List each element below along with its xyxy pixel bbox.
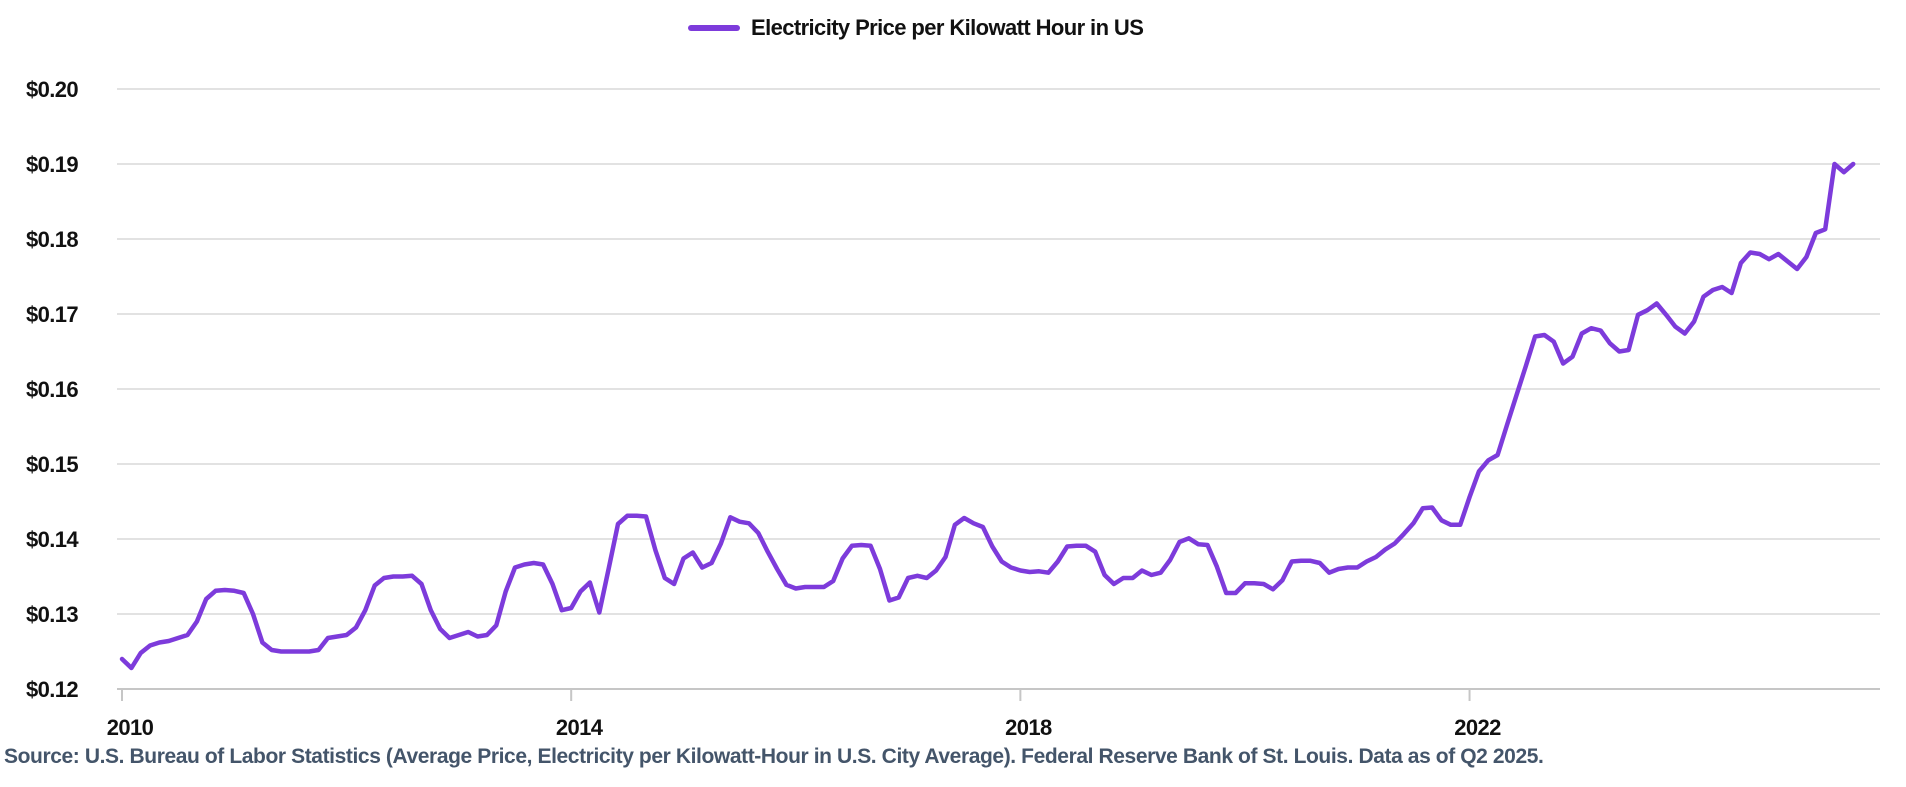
x-tick-label: 2010 <box>107 715 154 740</box>
y-tick-label: $0.16 <box>26 377 78 402</box>
y-tick-label: $0.15 <box>26 452 78 477</box>
y-tick-label: $0.12 <box>26 677 78 702</box>
y-tick-label: $0.19 <box>26 152 78 177</box>
x-tick-label: 2014 <box>556 715 604 740</box>
x-tick-label: 2022 <box>1454 715 1501 740</box>
x-tick-label: 2018 <box>1005 715 1052 740</box>
legend-label: Electricity Price per Kilowatt Hour in U… <box>751 15 1144 40</box>
y-tick-label: $0.13 <box>26 602 78 627</box>
x-axis <box>117 688 1880 701</box>
y-tick-label: $0.20 <box>26 77 78 102</box>
y-axis-labels: $0.12 $0.13 $0.14 $0.15 $0.16 $0.17 $0.18 $0.19… <box>26 77 80 702</box>
y-tick-label: $0.17 <box>26 302 78 327</box>
gridlines <box>117 88 1880 615</box>
x-axis-labels: 2010 2014 2018 2022 <box>107 715 1502 740</box>
legend-line-swatch <box>688 25 740 31</box>
price-series-line <box>119 161 1856 671</box>
source-note: Source: U.S. Bureau of Labor Statistics … <box>4 745 1544 768</box>
y-tick-label: $0.18 <box>26 227 78 252</box>
y-tick-label: $0.14 <box>26 527 79 552</box>
legend: Electricity Price per Kilowatt Hour in U… <box>688 14 1144 42</box>
